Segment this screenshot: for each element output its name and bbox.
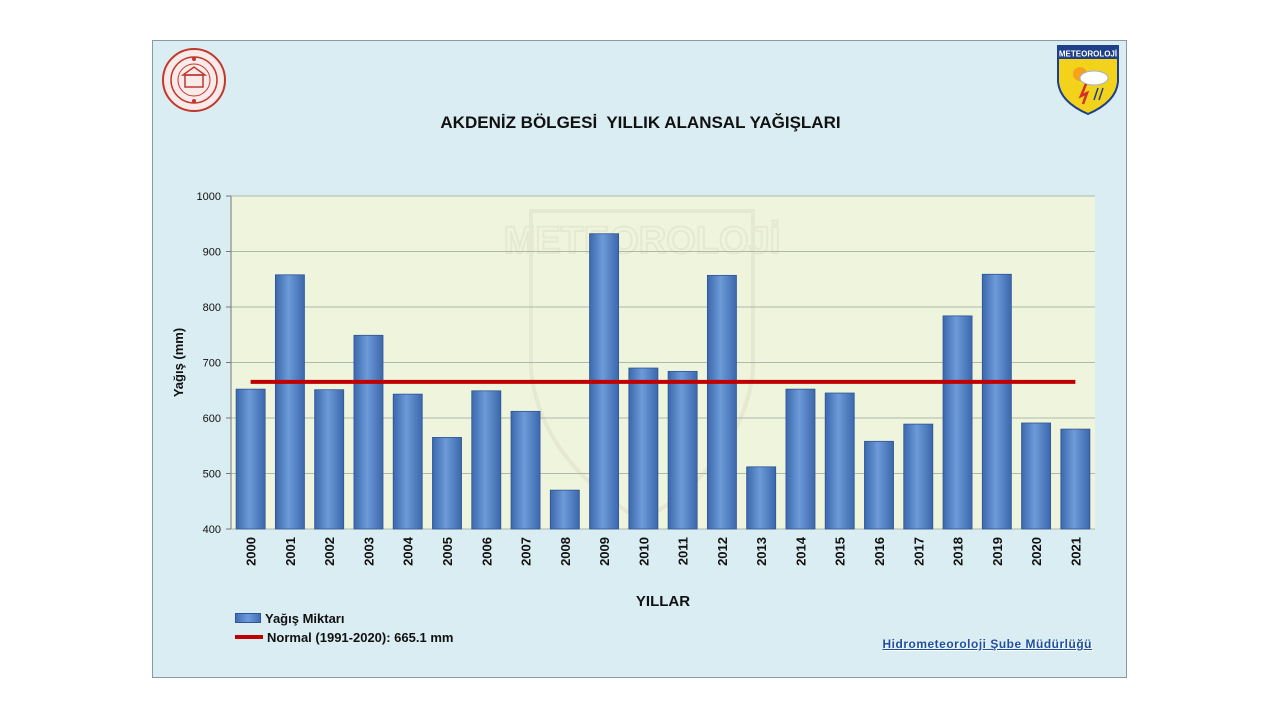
bar-2011: [667, 370, 698, 530]
x-tick-label: 2005: [440, 537, 455, 566]
bar-2000: [235, 388, 266, 530]
y-tick-label: 500: [203, 469, 221, 481]
chart-frame: METEOROLOJİ 400 500 600 700 800 900 1000 2000 2…: [152, 40, 1127, 678]
x-tick-label: 2011: [676, 537, 691, 565]
logo-text: METEOROLOJİ: [1059, 50, 1117, 59]
x-tick-label: 2006: [479, 537, 494, 566]
x-tick-label: 2014: [793, 536, 808, 566]
legend-label-normal: Normal (1991-2020): 665.1 mm: [267, 629, 454, 645]
legend-label-bars: Yağış Miktarı: [265, 610, 345, 626]
watermark: METEOROLOJİ: [503, 209, 781, 524]
bar-2001: [274, 274, 305, 530]
x-tick-label: 2020: [1029, 537, 1044, 566]
x-tick-label: 2015: [833, 537, 848, 566]
bar-2008: [549, 489, 580, 530]
x-tick-label: 2002: [322, 537, 337, 566]
meteoroloji-logo-icon: METEOROLOJİ: [1057, 45, 1119, 116]
y-tick-label: 1000: [197, 191, 221, 203]
legend-item-normal: Normal (1991-2020): 665.1 mm: [235, 628, 453, 646]
legend-swatch-bar: [235, 613, 261, 623]
ministry-emblem-icon: [162, 48, 226, 112]
legend-swatch-line: [235, 635, 263, 639]
bar-2002: [314, 389, 345, 530]
y-tick-label: 800: [203, 302, 221, 314]
x-tick-label: 2010: [636, 537, 651, 566]
bar-2006: [471, 390, 502, 530]
x-axis-label: YILLAR: [636, 593, 690, 610]
x-tick-label: 2012: [715, 537, 730, 566]
x-tick-label: 2000: [244, 537, 259, 566]
bar-2012: [706, 274, 737, 530]
y-axis-label: Yağış (mm): [171, 328, 186, 397]
x-tick-label: 2018: [951, 537, 966, 566]
bars: [235, 233, 1091, 530]
y-tick-label: 900: [203, 247, 221, 259]
y-tick-label: 600: [203, 413, 221, 425]
bar-2016: [864, 440, 894, 530]
footer-credit: Hidrometeoroloji Şube Müdürlüğü: [882, 637, 1092, 651]
bar-2003: [353, 334, 384, 530]
x-tick-label: 2007: [519, 537, 534, 566]
x-tick-label: 2001: [283, 537, 298, 566]
y-tick-label: 700: [203, 358, 221, 370]
x-tick-label: 2004: [401, 536, 416, 566]
x-ticks: 2000 2001 2002 2003 2004 2005 2006 2007 2008 2009…: [244, 536, 1084, 566]
bar-2019: [981, 273, 1012, 530]
bar-2015: [824, 392, 855, 530]
legend-item-bars: Yağış Miktarı: [235, 609, 344, 627]
x-tick-label: 2008: [558, 537, 573, 566]
bar-2018: [942, 315, 973, 530]
x-tick-label: 2019: [990, 537, 1005, 566]
x-tick-label: 2017: [911, 537, 926, 566]
bar-2013: [746, 466, 777, 530]
y-tick-label: 400: [203, 524, 221, 536]
chart-title: AKDENİZ BÖLGESİ YILLIK ALANSAL YAĞIŞLARI: [440, 113, 841, 132]
bar-2004: [392, 393, 423, 530]
bar-2020: [1021, 422, 1052, 530]
bar-2010: [628, 367, 659, 530]
bar-2005: [432, 437, 462, 530]
x-tick-label: 2016: [872, 537, 887, 566]
bar-2007: [510, 410, 541, 530]
x-tick-label: 2003: [361, 537, 376, 566]
x-tick-label: 2021: [1068, 537, 1083, 566]
watermark-text: METEOROLOJİ: [504, 220, 781, 262]
x-tick-label: 2009: [597, 537, 612, 566]
x-tick-label: 2013: [754, 537, 769, 566]
y-ticks: 400 500 600 700 800 900 1000: [197, 191, 221, 536]
bar-2014: [785, 388, 816, 530]
bar-2021: [1060, 428, 1091, 530]
bar-2017: [903, 423, 934, 530]
